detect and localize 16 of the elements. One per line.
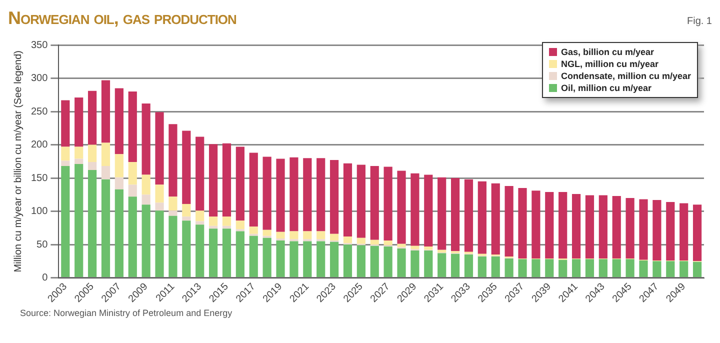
y-tick-label: 150 [30,172,48,184]
y-tick-label: 50 [36,239,48,250]
legend-label: Gas, billion cu m/year [560,46,654,58]
caption: Fig. 1 [686,15,712,27]
legend-label: Oil, million cu m/year [560,82,652,94]
y-tick-label: 350 [30,40,48,51]
legend-label: NGL, million cu m/year [560,58,658,70]
chart-title: Norwegian oil, gas production [8,8,236,29]
y-tick-label: 200 [30,140,48,151]
y-axis-title: Million cu m/year or billion cu m/year (See legend) [12,50,24,272]
y-tick-label: 100 [30,206,48,218]
y-tick-label: 250 [30,106,48,118]
source-note: Source: Norwegian Ministry of Petroleum and Energy [19,308,234,318]
y-tick-label: 0 [42,272,48,284]
legend-label: Condensate, million cu m/year [560,70,691,82]
y-tick-label: 300 [30,73,48,84]
